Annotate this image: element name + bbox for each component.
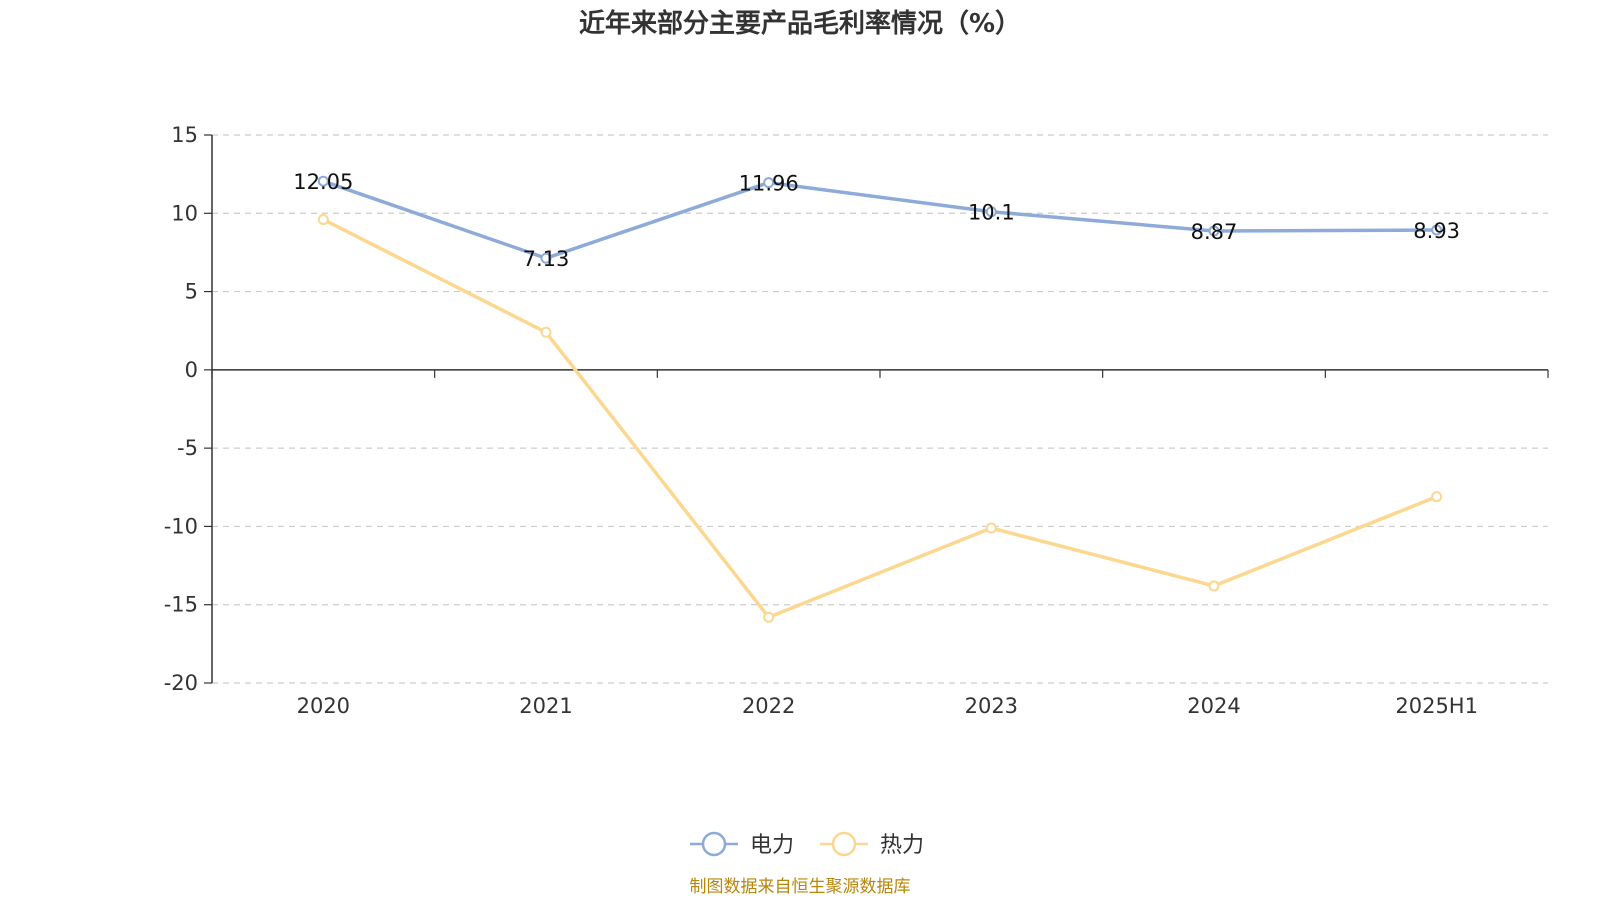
y-tick-label: -20 [164,671,198,695]
series-layer [317,175,1443,623]
x-tick-label: 2025H1 [1395,694,1478,718]
x-tick-label: 2020 [297,694,350,718]
data-label: 12.05 [293,170,353,194]
data-point[interactable] [1431,224,1443,236]
chart-title: 近年来部分主要产品毛利率情况（%） [579,8,1021,39]
series-line-2 [322,217,1438,619]
legend-circle-swatch [831,831,857,857]
data-point[interactable] [317,175,329,187]
data-point[interactable] [1208,580,1220,592]
data-point[interactable] [540,326,552,338]
axis-layer: 15 10 5 0 -5 -10 -15 -20 2020 2021 2022 2023 2024 202… [164,123,1549,718]
x-tick-label: 2022 [742,694,795,718]
y-tick-label: 0 [185,358,198,382]
y-tick-label: 15 [171,123,198,147]
data-point[interactable] [1431,491,1443,503]
series-line-1 [322,179,1437,260]
legend-label: 热力 [880,833,924,858]
data-label: 7.13 [523,247,570,271]
y-tick-label: 10 [171,201,198,225]
legend-item-1[interactable]: 电力 [690,831,794,858]
data-label: 8.93 [1413,219,1460,243]
y-tick-label: -15 [164,593,198,617]
data-point[interactable] [540,252,552,264]
data-label-layer: 12.05 7.13 11.96 10.1 8.87 8.93 [293,170,1460,271]
data-point[interactable] [763,177,775,189]
y-tick-label: -10 [164,514,198,538]
y-tick-label: -5 [177,436,198,460]
legend[interactable]: 电力 热力 [690,831,924,858]
data-point[interactable] [985,522,997,534]
data-point[interactable] [985,206,997,218]
legend-item-2[interactable]: 热力 [820,831,924,858]
data-point[interactable] [317,214,329,226]
legend-label: 电力 [750,833,794,858]
data-label: 10.1 [968,201,1015,225]
source-note: 制图数据来自恒生聚源数据库 [690,877,911,897]
data-label: 11.96 [739,172,799,196]
x-tick-label: 2023 [965,694,1018,718]
x-tick-label: 2021 [519,694,572,718]
y-tick-label: 5 [185,280,198,304]
data-point[interactable] [1208,225,1220,237]
data-label: 8.87 [1191,220,1238,244]
x-tick-label: 2024 [1187,694,1240,718]
legend-circle-swatch [701,831,727,857]
grid-layer [212,134,1548,684]
data-point[interactable] [763,611,775,623]
